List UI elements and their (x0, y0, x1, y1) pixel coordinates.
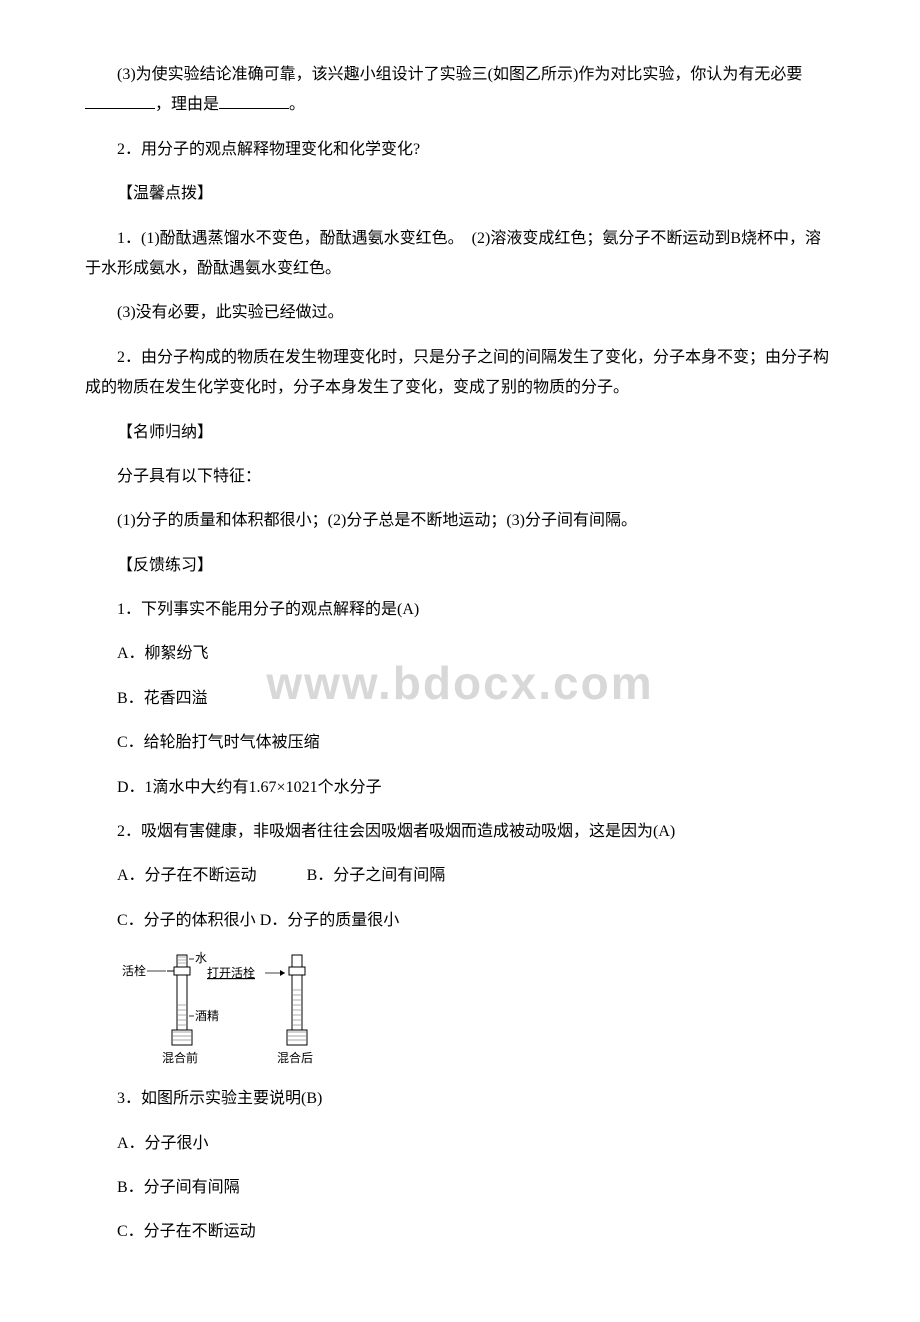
question-1-option-c: C．给轮胎打气时气体被压缩 (85, 728, 835, 758)
svg-text:混合前: 混合前 (162, 1050, 198, 1065)
svg-text:水: 水 (195, 951, 207, 965)
section-tips-heading: 【温馨点拨】 (85, 179, 835, 209)
svg-text:酒精: 酒精 (195, 1009, 219, 1023)
fill-blank (219, 93, 289, 109)
question-2-options-cd: C．分子的体积很小 D．分子的质量很小 (85, 906, 835, 936)
question-2-option-a: A．分子在不断运动 (117, 867, 257, 884)
question-3-option-a: A．分子很小 (85, 1129, 835, 1159)
answer-1: 1．(1)酚酞遇蒸馏水不变色，酚酞遇氨水变红色。 (2)溶液变成红色；氨分子不断… (85, 224, 835, 285)
experiment-diagram: 水 活栓 打开活栓 酒精 混合前 混合后 (117, 950, 835, 1070)
question-2-option-b: B．分子之间有间隔 (307, 867, 446, 884)
question-3: 3．如图所示实验主要说明(B) (85, 1084, 835, 1114)
summary-intro: 分子具有以下特征： (85, 462, 835, 492)
paragraph-q2: 2．用分子的观点解释物理变化和化学变化? (85, 135, 835, 165)
question-3-option-b: B．分子间有间隔 (85, 1173, 835, 1203)
question-2-option-c: C．分子的体积很小 (117, 912, 256, 929)
text-segment: 。 (289, 96, 305, 113)
question-1-option-a: A．柳絮纷飞 (85, 639, 835, 669)
svg-text:混合后: 混合后 (277, 1050, 313, 1065)
answer-2: 2．由分子构成的物质在发生物理变化时，只是分子之间的间隔发生了变化，分子本身不变… (85, 343, 835, 404)
question-2-option-d: D．分子的质量很小 (260, 912, 400, 929)
section-practice-heading: 【反馈练习】 (85, 551, 835, 581)
question-1: 1．下列事实不能用分子的观点解释的是(A) (85, 595, 835, 625)
question-2-options-ab: A．分子在不断运动 B．分子之间有间隔 (85, 861, 835, 891)
question-3-option-c: C．分子在不断运动 (85, 1217, 835, 1247)
text-segment: ，理由是 (155, 96, 219, 113)
question-2: 2．吸烟有害健康，非吸烟者往往会因吸烟者吸烟而造成被动吸烟，这是因为(A) (85, 817, 835, 847)
fill-blank (85, 93, 155, 109)
question-1-option-b: B．花香四溢 (85, 684, 835, 714)
question-1-option-d: D．1滴水中大约有1.67×1021个水分子 (85, 773, 835, 803)
paragraph-q3-blank: (3)为使实验结论准确可靠，该兴趣小组设计了实验三(如图乙所示)作为对比实验，你… (85, 60, 835, 121)
document-content: (3)为使实验结论准确可靠，该兴趣小组设计了实验三(如图乙所示)作为对比实验，你… (85, 60, 835, 1248)
answer-3: (3)没有必要，此实验已经做过。 (85, 298, 835, 328)
section-summary-heading: 【名师归纳】 (85, 418, 835, 448)
text-segment: (3)为使实验结论准确可靠，该兴趣小组设计了实验三(如图乙所示)作为对比实验，你… (117, 66, 802, 83)
svg-text:活栓: 活栓 (122, 963, 146, 978)
svg-text:打开活栓: 打开活栓 (207, 965, 255, 980)
summary-points: (1)分子的质量和体积都很小；(2)分子总是不断地运动；(3)分子间有间隔。 (85, 506, 835, 536)
